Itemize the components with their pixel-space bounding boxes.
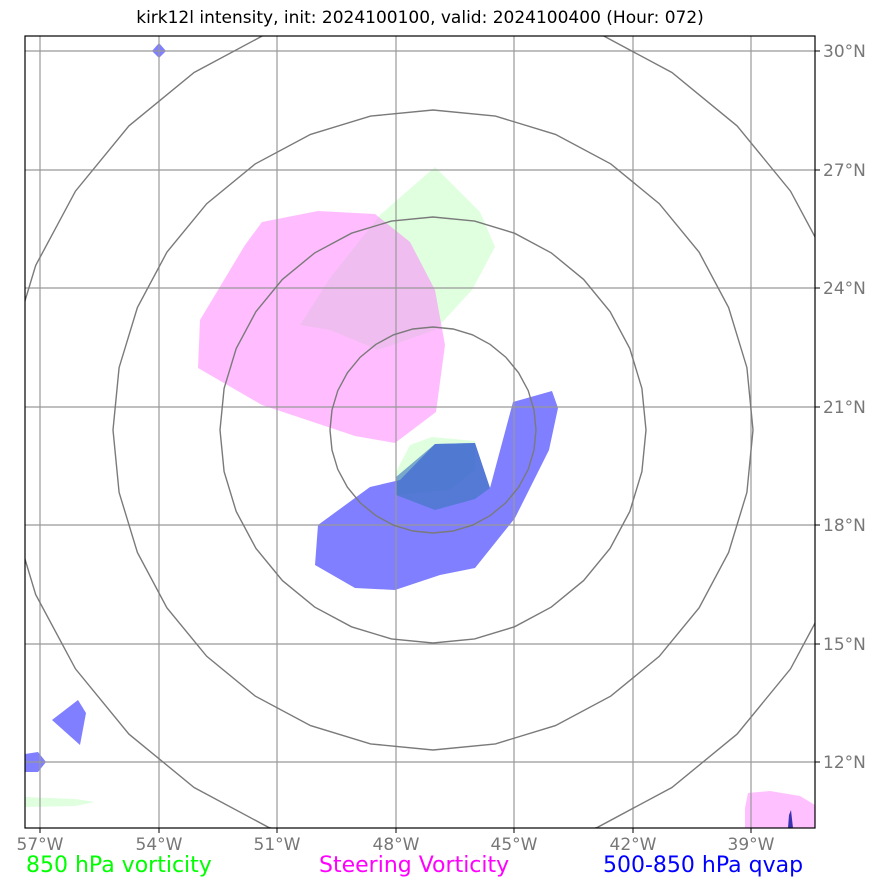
legend-qvap: 500-850 hPa qvap: [603, 853, 804, 878]
tick-marks: [39, 50, 820, 833]
legend-850hpa-vorticity: 850 hPa vorticity: [26, 853, 212, 878]
lat-label: 18°N: [823, 516, 866, 536]
lon-label: 48°W: [373, 835, 420, 855]
lat-label: 24°N: [823, 279, 866, 299]
lat-label: 15°N: [823, 635, 866, 655]
graticule: [25, 36, 815, 828]
field-layers: [25, 43, 815, 828]
lon-label: 45°W: [491, 835, 538, 855]
lat-label: 21°N: [823, 398, 866, 418]
lon-labels: 57°W 54°W 51°W 48°W 45°W 42°W 39°W: [17, 835, 775, 855]
map-frame: [24, 35, 816, 829]
steering-vorticity-region: [198, 211, 445, 443]
lat-label: 12°N: [823, 753, 866, 773]
qvap-core: [396, 443, 490, 510]
lon-label: 57°W: [17, 835, 64, 855]
steering-vorticity-region-southeast: [745, 791, 815, 828]
lat-label: 27°N: [823, 161, 866, 181]
qvap-region-southeast: [788, 810, 793, 828]
lon-label: 39°W: [728, 835, 775, 855]
lon-label: 42°W: [610, 835, 657, 855]
range-ring: [112, 109, 754, 751]
lat-labels: 30°N 27°N 24°N 21°N 18°N 15°N 12°N: [823, 42, 866, 773]
lon-label: 54°W: [136, 835, 183, 855]
range-rings: [25, 36, 815, 828]
range-ring: [329, 326, 537, 534]
range-ring: [25, 36, 815, 828]
lat-label: 30°N: [823, 42, 866, 62]
legend-steering-vorticity: Steering Vorticity: [319, 853, 510, 878]
vort850-region-southwest: [25, 797, 95, 807]
map-title: kirk12l intensity, init: 2024100100, val…: [136, 8, 704, 28]
lon-label: 51°W: [254, 835, 301, 855]
range-ring: [219, 216, 647, 644]
qvap-region-west-1: [52, 700, 86, 745]
